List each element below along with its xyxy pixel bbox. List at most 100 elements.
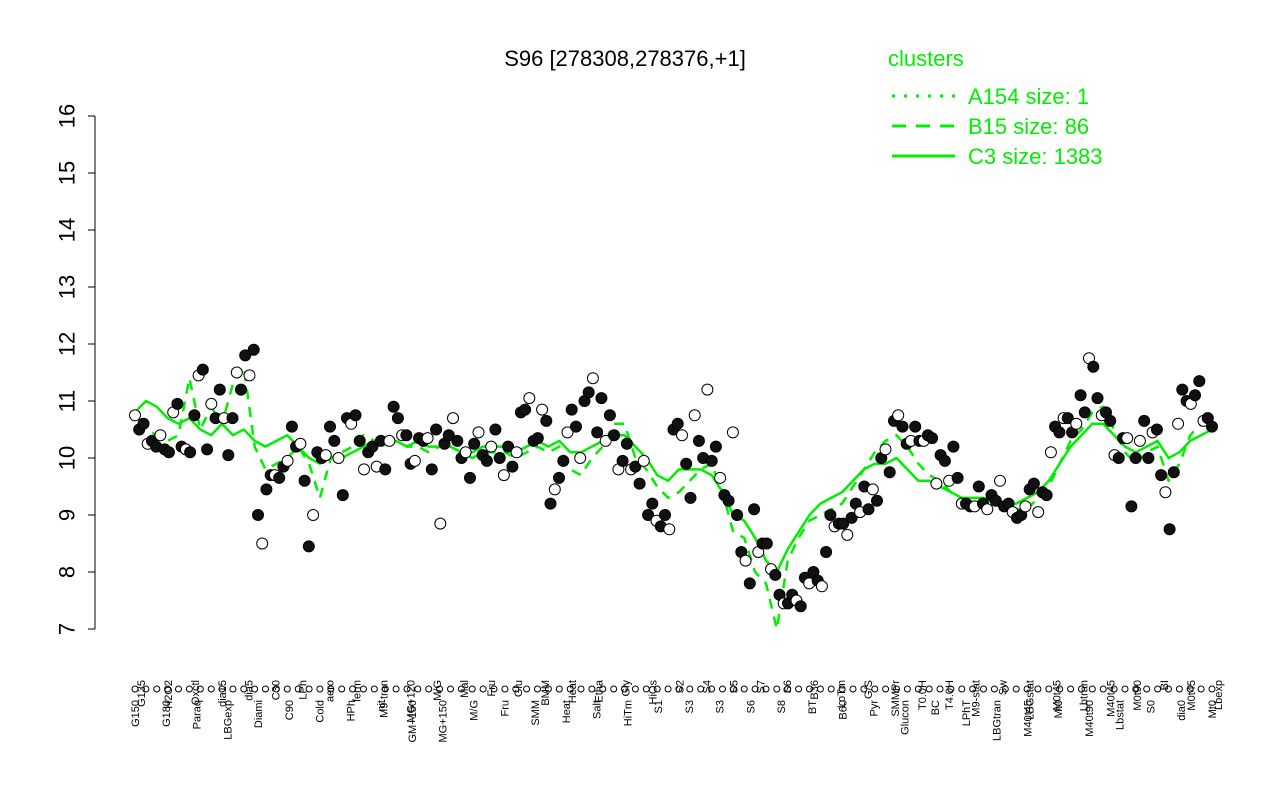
x-rug-mark	[653, 685, 661, 693]
x-tick-label: HiTm	[622, 700, 634, 726]
data-point	[684, 491, 697, 504]
data-point	[582, 386, 595, 399]
data-point	[1189, 389, 1201, 402]
x-rug-mark	[1208, 685, 1216, 693]
x-rug-mark	[566, 685, 574, 693]
data-point	[154, 429, 167, 442]
data-point	[442, 429, 455, 442]
x-tick-label: HiOs	[648, 680, 660, 705]
data-point	[866, 483, 879, 496]
legend-label-b15: B15 size: 86	[968, 114, 1089, 139]
x-rug-mark	[316, 685, 324, 693]
x-tick-label: HPh	[345, 700, 357, 721]
x-rug-mark	[806, 685, 813, 693]
x-tick-label: C30	[271, 680, 283, 700]
data-point	[1159, 486, 1172, 499]
data-point	[680, 457, 693, 470]
data-point	[366, 440, 379, 453]
x-rug-mark	[740, 685, 748, 693]
data-point	[1053, 426, 1066, 439]
x-rug-mark	[1175, 685, 1183, 693]
x-rug-mark	[544, 685, 552, 693]
data-point	[1061, 412, 1074, 425]
data-point	[663, 523, 676, 536]
data-point	[794, 600, 807, 613]
data-point	[1150, 423, 1163, 436]
x-tick-label: Gly	[621, 680, 633, 697]
x-rug-mark	[392, 685, 400, 693]
data-point	[548, 483, 561, 496]
data-point	[464, 471, 476, 484]
y-tick-label: 13	[55, 275, 80, 299]
x-tick-label: S4	[701, 680, 713, 693]
y-tick-label: 11	[55, 390, 80, 413]
x-rug-mark	[773, 685, 781, 693]
x-tick-label: M/G	[432, 680, 444, 701]
data-point	[892, 409, 905, 422]
x-tick-label: Paraq	[192, 700, 204, 729]
data-point	[591, 426, 604, 439]
data-point	[1040, 489, 1053, 502]
data-point	[472, 426, 485, 439]
data-point	[1078, 406, 1091, 419]
x-rug-mark	[762, 685, 770, 693]
data-point	[129, 409, 141, 422]
x-tick-label: Pyr	[869, 700, 881, 717]
x-rug-mark	[838, 685, 846, 693]
x-tick-label: dia5	[244, 680, 256, 701]
data-point	[171, 397, 184, 410]
data-point	[493, 452, 506, 464]
data-point	[319, 449, 332, 462]
x-tick-label: LBGexp	[222, 700, 234, 740]
data-point	[1163, 523, 1176, 536]
data-point	[862, 503, 875, 516]
data-point	[1112, 452, 1125, 464]
x-rug-mark	[555, 685, 563, 693]
series-line-dashed	[135, 365, 1213, 631]
data-point	[760, 537, 773, 550]
data-point	[938, 454, 951, 467]
data-point	[608, 429, 621, 442]
data-point	[485, 440, 498, 453]
x-tick-label: B60	[838, 700, 850, 720]
data-point	[1044, 446, 1057, 459]
data-point	[531, 432, 544, 445]
x-rug-mark	[893, 685, 900, 693]
x-tick-label: M0t45	[1186, 680, 1198, 711]
y-tick-label: 15	[55, 161, 80, 185]
x-tick-label: G135	[136, 680, 148, 707]
x-rug-mark	[523, 685, 531, 693]
data-point	[1167, 466, 1180, 479]
x-rug-mark	[751, 685, 759, 693]
data-point	[926, 432, 939, 445]
x-tick-label: nit	[376, 700, 388, 712]
data-point	[1129, 452, 1142, 464]
data-point	[332, 452, 345, 464]
x-tick-label: Glucon	[899, 700, 911, 735]
data-point	[447, 412, 459, 425]
x-tick-label: S5	[728, 680, 740, 693]
data-point	[235, 383, 247, 396]
x-tick-label: Diami	[253, 700, 265, 728]
data-point	[1104, 414, 1117, 427]
x-rug-mark	[631, 685, 639, 693]
data-point	[468, 437, 481, 450]
data-point	[1133, 434, 1146, 447]
data-point	[256, 537, 269, 550]
data-point	[230, 366, 243, 379]
x-tick-label: S1	[653, 700, 665, 713]
data-point	[349, 409, 362, 422]
data-point	[837, 517, 850, 530]
x-rug-mark	[1034, 685, 1042, 693]
x-rug-mark	[490, 685, 498, 693]
x-rug-mark	[164, 685, 172, 693]
x-tick-label: BT	[807, 700, 819, 714]
x-rug-mark	[294, 685, 302, 693]
legend: clusters A154 size: 1 B15 size: 86 C3 si…	[888, 46, 1103, 169]
data-point	[646, 497, 659, 510]
data-point	[307, 509, 320, 521]
x-rug-mark	[860, 685, 868, 693]
x-rug-mark	[251, 685, 259, 693]
data-point	[930, 477, 943, 490]
y-tick-label: 9	[55, 509, 80, 521]
